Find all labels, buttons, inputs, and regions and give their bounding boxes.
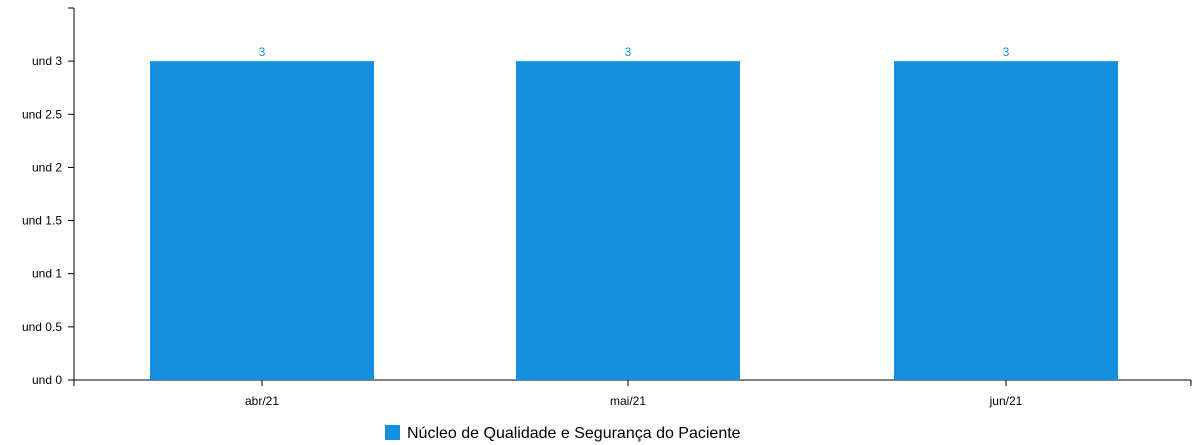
bars-group	[150, 61, 1118, 381]
x-tick-label: mai/21	[610, 394, 646, 408]
legend[interactable]: Núcleo de Qualidade e Segurança do Pacie…	[385, 425, 741, 442]
y-tick-label: und 1.5	[22, 214, 62, 228]
bar[interactable]	[150, 61, 374, 381]
y-tick-label: und 2	[32, 160, 62, 174]
y-axis: und 0 und 0.5 und 1 und 1.5 und 2 und 2.5 und …	[22, 7, 75, 387]
y-tick-label: und 0	[32, 373, 62, 387]
y-tick-label: und 3	[32, 54, 62, 68]
bar-value-label: 3	[625, 45, 632, 59]
y-tick-label: und 2.5	[22, 107, 62, 121]
bar-value-label: 3	[1003, 45, 1010, 59]
bar-value-label: 3	[259, 45, 266, 59]
legend-label[interactable]: Núcleo de Qualidade e Segurança do Pacie…	[407, 425, 741, 442]
data-labels-group: 3 3 3	[259, 45, 1010, 59]
y-tick-label: und 1	[32, 267, 62, 281]
x-tick-label: abr/21	[245, 394, 279, 408]
x-axis: abr/21 mai/21 jun/21	[73, 379, 1192, 408]
y-tick-label: und 0.5	[22, 320, 62, 334]
bar[interactable]	[516, 61, 740, 381]
legend-swatch[interactable]	[385, 425, 400, 440]
bar[interactable]	[894, 61, 1118, 381]
x-tick-label: jun/21	[989, 394, 1023, 408]
